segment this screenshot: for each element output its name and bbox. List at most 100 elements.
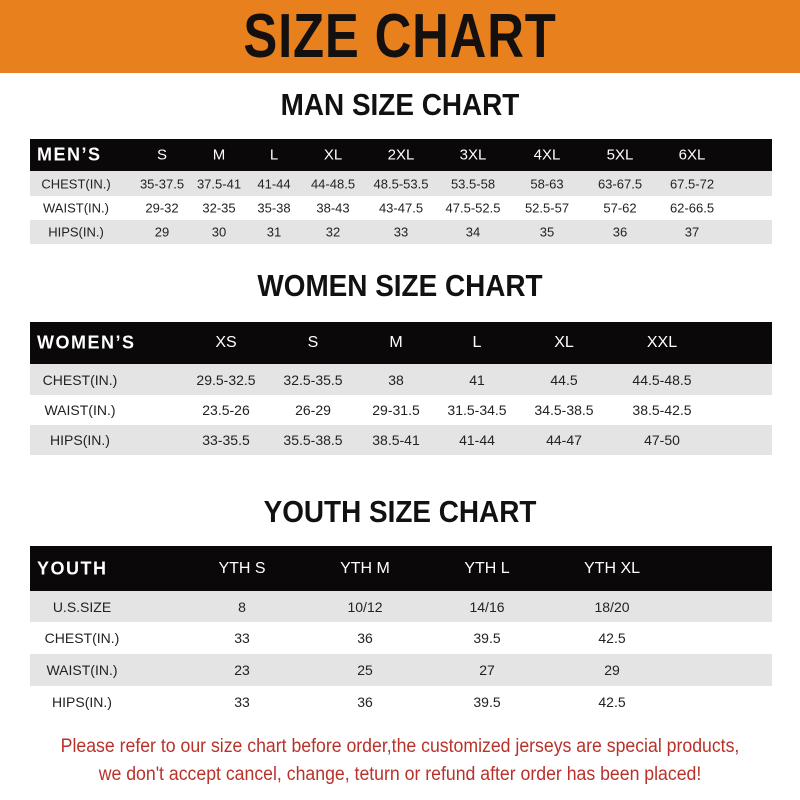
table-cell: 35-37.5 [139,176,185,191]
table-cell: 32 [325,224,341,240]
header-label: WOMEN’S [37,332,136,353]
women-section-title: WOMEN SIZE CHART [257,268,543,303]
table-cell: 37 [684,224,700,240]
youth-size-table: YOUTH YTH S YTH M YTH L YTH XL U.S.SIZE 8 10/12… [30,546,772,718]
size-header: XL [323,146,343,164]
table-cell: 29.5-32.5 [196,371,256,388]
table-cell: 35-38 [257,200,291,216]
table-cell: 29 [604,662,620,678]
men-size-table: MEN’S S M L XL 2XL 3XL 4XL 5XL 6XL CHEST(IN.) 35-37… [30,139,772,244]
table-cell: 29-31.5 [372,402,420,418]
table-cell: 8 [238,598,246,615]
size-header: L [269,146,279,164]
table-cell: 41-44 [257,176,291,191]
table-cell: 10/12 [347,598,383,615]
table-cell: 29-32 [145,200,179,216]
table-cell: 23 [234,662,250,678]
size-header: M [212,146,226,164]
size-header: L [472,334,482,351]
order-notice: Please refer to our size chart before or… [28,733,772,789]
table-cell: 39.5 [473,694,501,710]
table-cell: 52.5-57 [524,200,570,216]
table-row: WAIST(IN.) 29-32 32-35 35-38 38-43 43-47.5 47.… [30,196,772,220]
size-header: M [389,334,403,351]
women-size-table: WOMEN’S XS S M L XL XXL CHEST(IN.) 29.5-32.5 32.5… [30,322,772,455]
table-cell: 42.5 [598,694,626,710]
youth-section-title: YOUTH SIZE CHART [263,494,537,529]
table-cell: 39.5 [473,630,501,646]
table-cell: 35.5-38.5 [283,432,343,448]
row-label: HIPS(IN.) [48,224,104,240]
size-header: 6XL [678,146,706,164]
table-cell: 38 [388,371,404,388]
table-row: HIPS(IN.) 33 36 39.5 42.5 [30,686,772,718]
table-cell: 67.5-72 [669,176,715,191]
table-row: CHEST(IN.) 29.5-32.5 32.5-35.5 38 41 44.5 44.5… [30,364,772,395]
header-label: YOUTH [37,558,108,578]
table-cell: 63-67.5 [597,176,643,191]
table-cell: 44.5-48.5 [632,371,692,388]
table-cell: 58-63 [530,176,564,191]
size-header: 5XL [606,146,634,164]
table-header-row: WOMEN’S XS S M L XL XXL [30,322,772,364]
table-cell: 36 [357,694,373,710]
table-cell: 23.5-26 [202,402,250,418]
table-header-row: MEN’S S M L XL 2XL 3XL 4XL 5XL 6XL [30,139,772,171]
row-label: CHEST(IN.) [42,371,118,388]
row-label: CHEST(IN.) [44,630,120,646]
table-cell: 44-47 [546,432,582,448]
table-cell: 14/16 [469,598,505,615]
table-cell: 62-66.5 [669,200,715,216]
header-label: MEN’S [37,144,102,165]
table-cell: 48.5-53.5 [373,176,429,191]
table-row: HIPS(IN.) 29 30 31 32 33 34 35 36 37 [30,220,772,244]
size-header: XS [215,334,237,351]
table-cell: 33-35.5 [202,432,250,448]
table-cell: 31 [266,224,282,240]
table-cell: 32-35 [202,200,236,216]
size-header: YTH S [218,559,266,577]
row-label: WAIST(IN.) [46,662,118,678]
size-header: 3XL [459,146,487,164]
notice-line-2: we don't accept cancel, change, teturn o… [98,764,702,785]
size-header: YTH L [464,559,510,577]
row-label: HIPS(IN.) [52,694,112,710]
table-cell: 36 [357,630,373,646]
size-header: 4XL [533,146,561,164]
table-cell: 26-29 [295,402,331,418]
row-label: WAIST(IN.) [44,402,116,418]
size-header: XL [554,334,574,351]
table-row: CHEST(IN.) 33 36 39.5 42.5 [30,622,772,654]
row-label: U.S.SIZE [52,598,112,615]
table-cell: 29 [154,224,170,240]
table-cell: 27 [479,662,495,678]
table-cell: 30 [211,224,227,240]
table-header-row: YOUTH YTH S YTH M YTH L YTH XL [30,546,772,591]
row-label: CHEST(IN.) [41,176,111,191]
table-cell: 38.5-42.5 [632,402,692,418]
banner-title: SIZE CHART [243,1,557,71]
table-cell: 37.5-41 [196,176,242,191]
size-header: S [307,334,319,351]
table-cell: 38-43 [316,200,350,216]
size-chart-banner: SIZE CHART [0,0,800,73]
row-label: HIPS(IN.) [50,432,110,448]
table-row: CHEST(IN.) 35-37.5 37.5-41 41-44 44-48.5 48.5… [30,171,772,196]
row-label: WAIST(IN.) [43,200,109,216]
size-header: YTH M [340,559,390,577]
size-header: 2XL [387,146,415,164]
table-cell: 47.5-52.5 [445,200,501,216]
table-cell: 33 [234,694,250,710]
table-cell: 57-62 [603,200,637,216]
size-header: XXL [646,334,678,351]
table-cell: 33 [234,630,250,646]
table-row: WAIST(IN.) 23 25 27 29 [30,654,772,686]
table-cell: 41 [469,371,485,388]
table-cell: 47-50 [644,432,680,448]
size-header: YTH XL [583,559,641,577]
table-cell: 53.5-58 [450,176,496,191]
table-cell: 36 [612,224,628,240]
table-cell: 42.5 [598,630,626,646]
table-row: U.S.SIZE 8 10/12 14/16 18/20 [30,591,772,622]
size-header: S [156,146,168,164]
